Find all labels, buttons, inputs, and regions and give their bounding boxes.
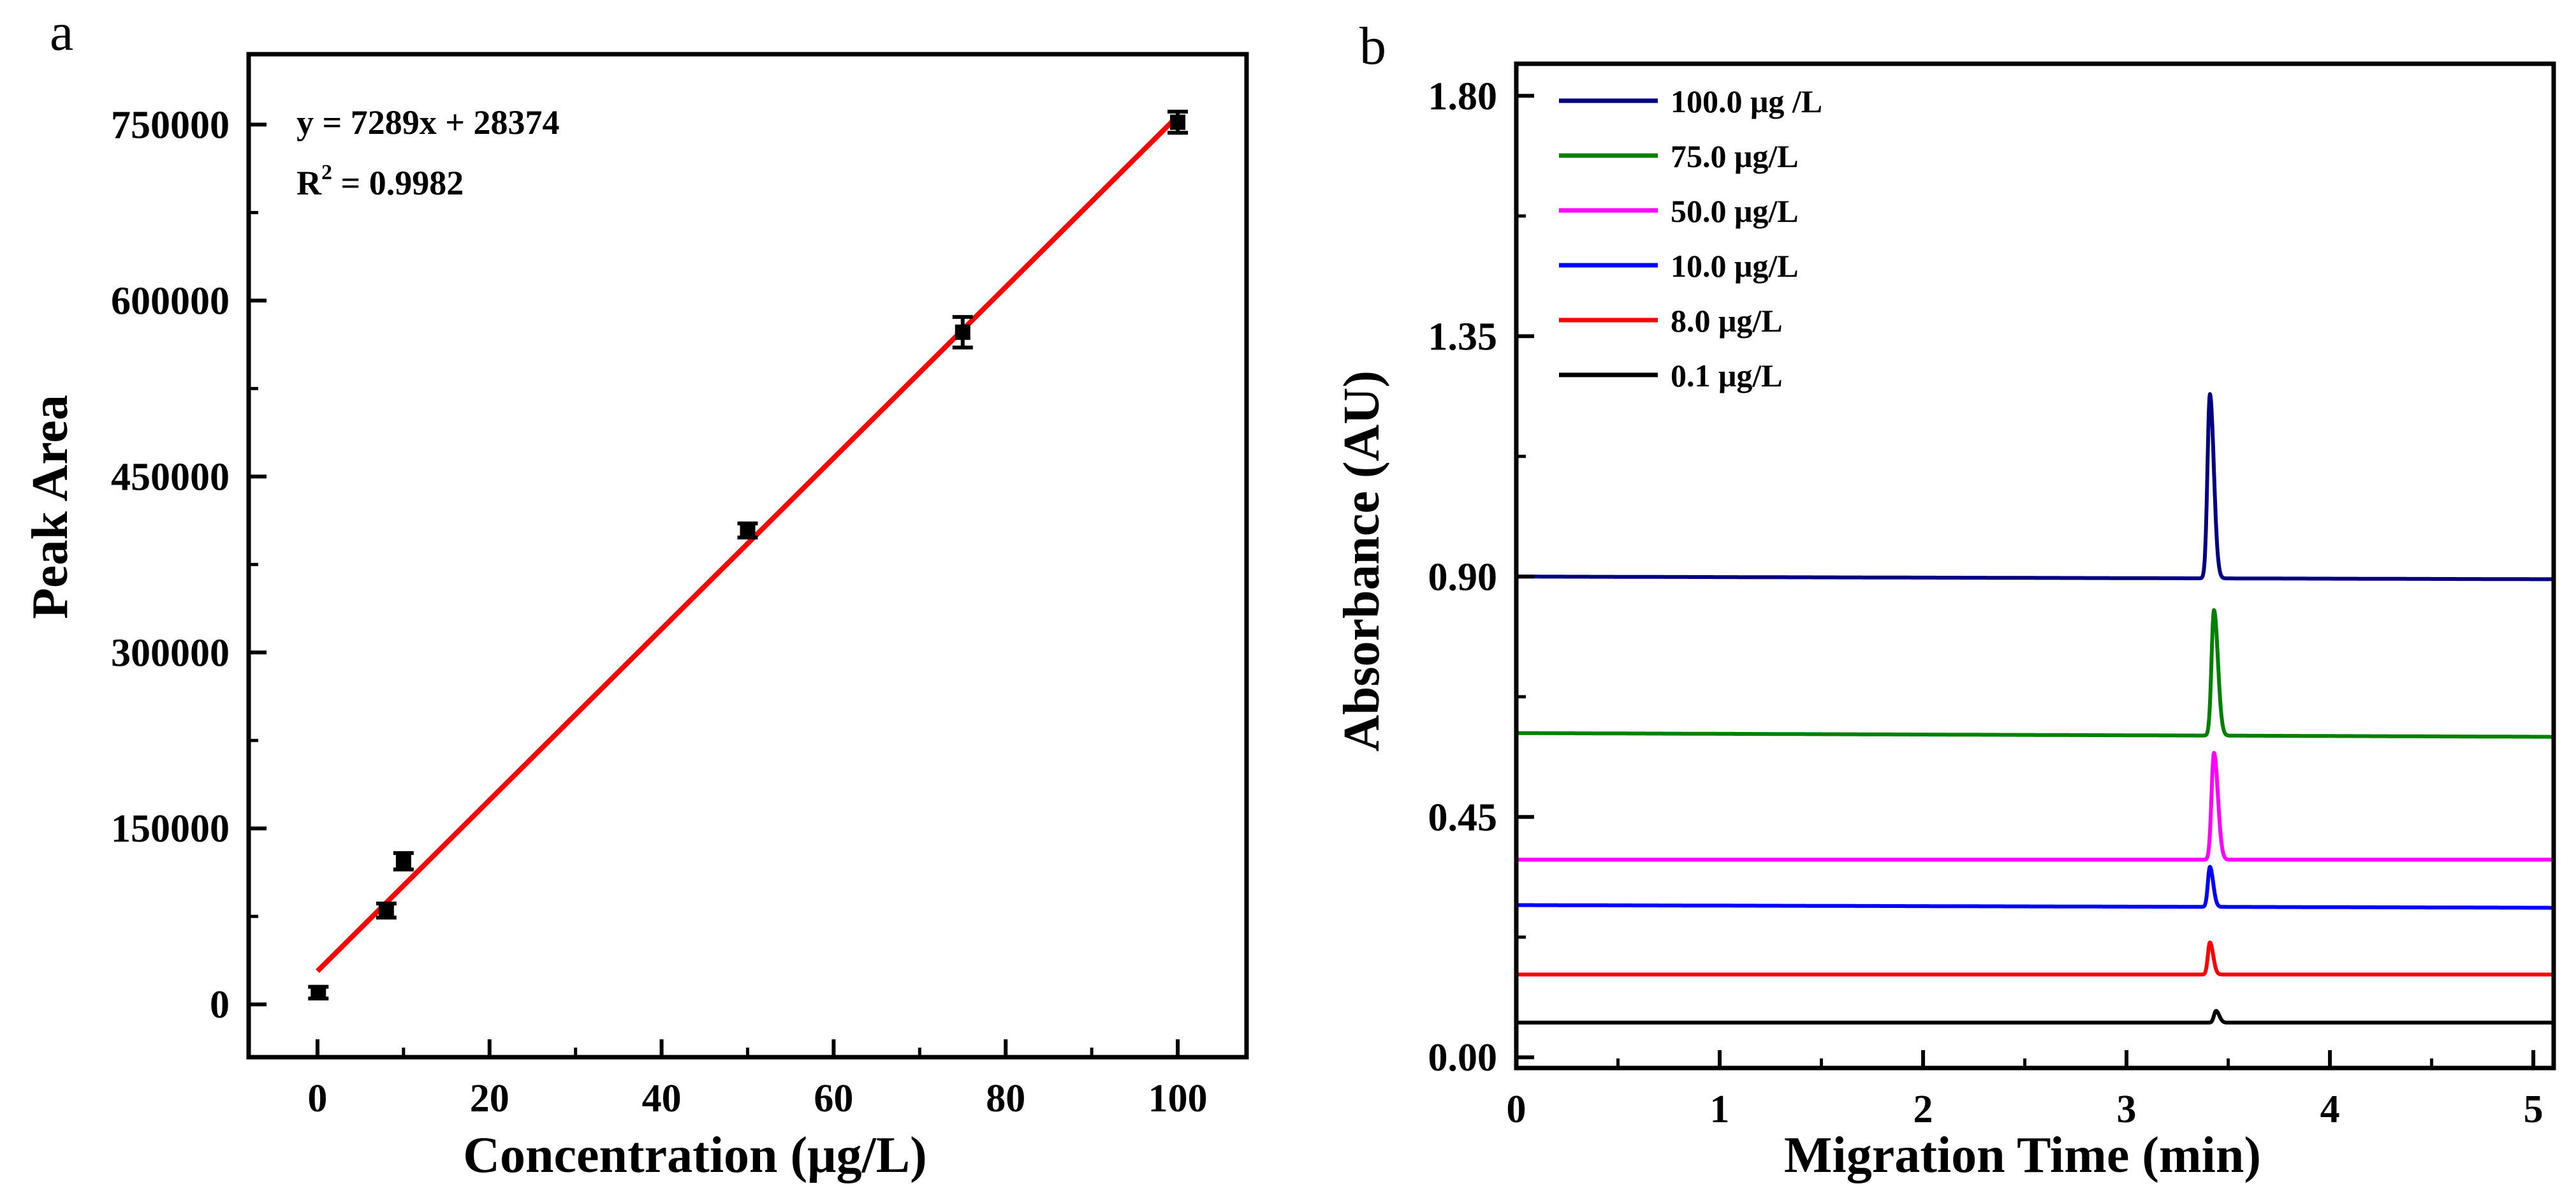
chart-b: 0 1 2 3 4 5 0.00 0.45 0.90 1.35 1.80 100.0 μg /L 75… xyxy=(1334,61,2556,1183)
chart-b-series-line xyxy=(1514,608,2556,739)
chart-a-xtick-label: 20 xyxy=(470,1077,509,1120)
chart-b-xtick-label: 1 xyxy=(1710,1088,1730,1131)
chart-b-ytick-label: 0.45 xyxy=(1428,796,1498,839)
chart-b-series-line xyxy=(1514,1009,2556,1025)
chart-b-xtick-label: 4 xyxy=(2320,1088,2340,1131)
chart-b-lines-layer xyxy=(1514,392,2556,1025)
chart-a-point xyxy=(311,984,326,1000)
chart-a-ytick-label: 750000 xyxy=(111,103,230,147)
chart-b-frame xyxy=(1514,61,2556,1071)
chart-b-xlabel: Migration Time (min) xyxy=(1784,1127,2261,1183)
chart-b-series-line xyxy=(1514,750,2556,862)
chart-a-xtick-label: 80 xyxy=(986,1077,1025,1120)
chart-b-legend-label: 0.1 μg/L xyxy=(1671,358,1783,393)
chart-a-fit-line xyxy=(316,114,1180,973)
chart-b-series-line xyxy=(1514,940,2556,977)
chart-a-points-layer xyxy=(308,110,1189,1001)
chart-b-ylabel: Absorbance (AU) xyxy=(1334,370,1390,752)
chart-a-ytick-label: 0 xyxy=(210,983,230,1027)
chart-b-legend-label: 8.0 μg/L xyxy=(1671,303,1783,339)
chart-a-r2-exponent: 2 xyxy=(321,161,332,184)
chart-a-fit-layer xyxy=(316,114,1180,973)
chart-a-ytick-label: 300000 xyxy=(111,631,230,675)
chart-a-xtick-label: 60 xyxy=(814,1077,853,1120)
chart-b-legend: 100.0 μg /L 75.0 μg/L 50.0 μg/L 10.0 μg/L 8.… xyxy=(1559,84,1822,393)
chart-b-legend-label: 50.0 μg/L xyxy=(1671,193,1799,229)
chart-a-axes-layer: 0 20 40 60 80 100 0 150000 300000 450000 600000 750… xyxy=(111,52,1249,1120)
chart-b-axes-layer: 0 1 2 3 4 5 0.00 0.45 0.90 1.35 1.80 xyxy=(1428,61,2556,1131)
chart-a-ytick-label: 450000 xyxy=(111,455,230,499)
chart-a-point xyxy=(740,522,756,538)
chart-b-xtick-label: 2 xyxy=(1914,1088,1933,1131)
chart-a: y = 7289x + 28374 R2 = 0.9982 0 20 40 60 80 1… xyxy=(22,52,1249,1183)
chart-b-ytick-label: 0.90 xyxy=(1428,555,1498,599)
chart-a-ytick-label: 150000 xyxy=(111,807,230,851)
chart-a-xtick-label: 100 xyxy=(1148,1077,1208,1120)
chart-a-point xyxy=(1170,114,1186,130)
panel-b-label: b xyxy=(1359,17,1386,76)
chart-b-ytick-label: 1.35 xyxy=(1428,315,1498,358)
chart-b-xtick-label: 0 xyxy=(1507,1088,1526,1131)
chart-b-legend-label: 10.0 μg/L xyxy=(1671,248,1799,284)
chart-b-legend-label: 75.0 μg/L xyxy=(1671,138,1799,174)
chart-a-xtick-label: 40 xyxy=(642,1077,682,1120)
chart-a-point xyxy=(395,853,411,869)
chart-a-r2-suffix: = 0.9982 xyxy=(332,164,464,202)
chart-a-r2: R2 = 0.9982 xyxy=(296,161,464,202)
chart-a-xlabel: Concentration (μg/L) xyxy=(463,1127,927,1183)
chart-b-series-line xyxy=(1514,865,2556,910)
chart-b-ytick-label: 0.00 xyxy=(1428,1036,1498,1079)
chart-a-frame xyxy=(246,52,1249,1060)
chart-b-legend-label: 100.0 μg /L xyxy=(1671,84,1822,119)
panel-a-label: a xyxy=(50,3,73,62)
chart-a-point xyxy=(378,903,394,919)
chart-b-series-line xyxy=(1514,392,2556,582)
chart-a-xtick-label: 0 xyxy=(307,1077,327,1120)
chart-a-r2-prefix: R xyxy=(296,164,322,202)
chart-a-ylabel: Peak Area xyxy=(22,395,78,619)
chart-b-ytick-label: 1.80 xyxy=(1428,75,1498,118)
chart-a-point xyxy=(955,325,970,340)
chart-b-xtick-label: 5 xyxy=(2524,1088,2543,1131)
chart-a-equation: y = 7289x + 28374 xyxy=(296,103,560,142)
chart-a-ytick-label: 600000 xyxy=(111,279,230,323)
chart-b-xtick-label: 3 xyxy=(2117,1088,2137,1131)
